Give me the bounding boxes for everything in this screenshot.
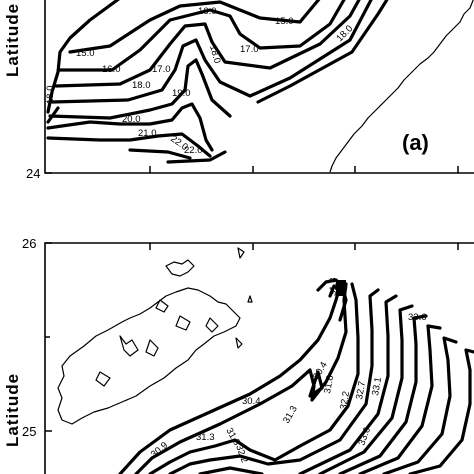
panel-a-clabel: 18.0 [132,80,151,91]
panel-a-isolines [46,0,389,164]
panel-b-clabel: 31.3 [281,404,300,426]
panel-b: 26 25 Latitude [3,236,474,474]
panel-b-clabel: 31.8 [322,374,336,394]
panel-b-clabel: 32.2 [338,390,352,410]
panel-a-clabel: 18.0 [45,86,56,105]
panel-a-clabel: 19.0 [172,88,191,99]
panel-b-yticks [45,242,52,432]
panel-a-contour-labels: 15.0 15.0 16.0 16.0 17.0 17.0 18.0 18.0 … [45,6,355,156]
panel-a-clabel: 16.0 [198,6,217,17]
panel-b-frame [44,242,474,474]
panel-b-ytick-label: 26 [22,236,36,251]
panel-a-coastline [329,0,474,173]
panel-a: 24 Latitude 15.0 15.0 16.0 16.0 17.0 1 [3,0,474,181]
panel-a-ytick-label: 24 [26,166,40,181]
panel-a-label: (a) [402,130,429,155]
panel-b-clabel: 33.6 [408,312,427,323]
panel-b-clabel: 31.3 [328,278,339,297]
panel-a-clabel: 18.0 [207,44,222,65]
panel-b-coastline [57,247,253,425]
panel-a-ylabel: Latitude [3,3,22,77]
panel-a-clabel: 15.0 [275,16,294,27]
panel-a-clabel: 17.0 [152,64,171,75]
panel-a-clabel: 17.0 [240,44,259,55]
panel-b-marker [336,280,346,296]
panel-a-clabel: 16.0 [102,64,121,75]
panel-b-xticks [149,243,459,250]
panel-a-clabel: 15.0 [76,48,95,59]
panel-a-xticks [149,166,459,173]
panel-a-clabel: 21.0 [138,128,157,139]
panel-b-isolines [118,278,474,474]
panel-b-ylabel: Latitude [3,373,22,447]
panel-a-clabel: 22.0 [184,145,203,156]
panel-b-clabel: 30.4 [242,396,261,407]
panel-b-clabel: 32.7 [354,380,368,400]
panel-b-clabel: 33.1 [370,376,384,396]
panel-a-clabel: 20.0 [122,114,141,125]
panel-b-clabel: 31.3 [196,432,215,443]
panel-b-ytick-label: 25 [22,424,36,439]
